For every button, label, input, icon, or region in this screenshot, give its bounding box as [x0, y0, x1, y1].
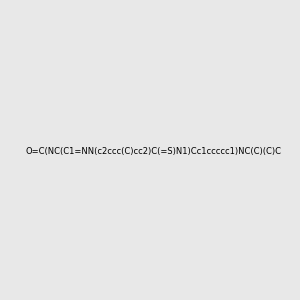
Text: O=C(NC(C1=NN(c2ccc(C)cc2)C(=S)N1)Cc1ccccc1)NC(C)(C)C: O=C(NC(C1=NN(c2ccc(C)cc2)C(=S)N1)Cc1cccc…	[26, 147, 282, 156]
